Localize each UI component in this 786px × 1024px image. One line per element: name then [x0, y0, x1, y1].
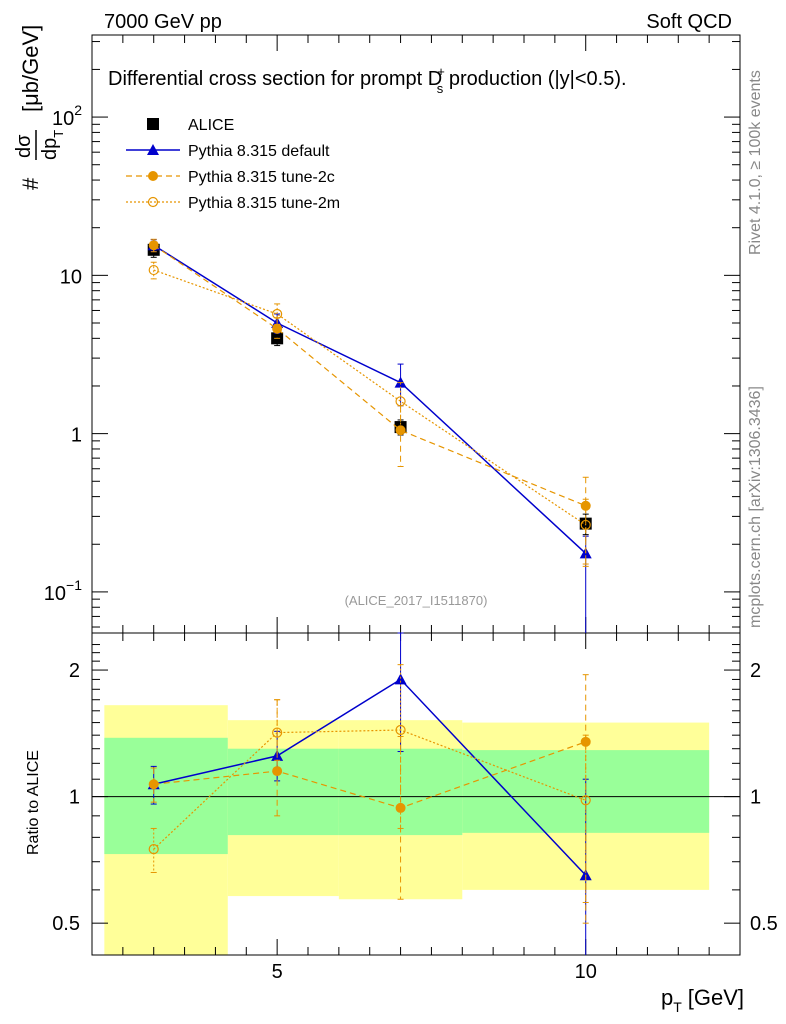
legend-marker-0	[147, 118, 159, 130]
main-y-axis-label: # dσ dpT [μb/GeV]	[13, 25, 66, 190]
legend: ALICE Pythia 8.315 default Pythia 8.315 tu…	[126, 117, 340, 212]
legend-label-2: Pythia 8.315 tune-2c	[188, 169, 335, 186]
legend-label-3: Pythia 8.315 tune-2m	[188, 195, 340, 212]
rivet-label: Rivet 4.1.0, ≥ 100k events	[747, 70, 764, 255]
analysis-id: (ALICE_2017_I1511870)	[345, 593, 488, 608]
xtick-label-0: 5	[272, 961, 283, 983]
band-green-0	[104, 737, 228, 855]
ratio-series-group	[147, 632, 592, 955]
legend-label-1: Pythia 8.315 default	[188, 143, 330, 160]
ratio-y-axis-label: Ratio to ALICE	[25, 750, 42, 855]
ratio-plot-frame	[91, 632, 741, 956]
ratio-line-1	[153, 741, 586, 809]
ratio-series-2	[148, 664, 591, 903]
ratio-point-0-2	[394, 673, 407, 685]
ratio-point-2-3	[580, 795, 591, 806]
main-point-2-1	[272, 323, 283, 334]
ratio-ytick-label-right-0: 0.5	[750, 913, 778, 935]
legend-label-0: ALICE	[188, 117, 234, 134]
ratio-point-1-2	[395, 802, 406, 813]
chart-title-sup: +	[437, 64, 445, 79]
band-green-1	[227, 748, 339, 836]
chart-title-sub: s	[437, 81, 444, 96]
process-label: Soft QCD	[646, 11, 732, 33]
chart-title: Differential cross section for prompt D+…	[108, 64, 627, 96]
main-ytick-label-1: 1	[71, 425, 82, 447]
main-point-3-0	[148, 264, 159, 276]
mcplots-label: mcplots.cern.ch [arXiv:1306.3436]	[747, 386, 764, 628]
ratio-point-1-0	[148, 779, 159, 790]
ratio-point-1-3	[580, 736, 591, 747]
ratio-point-2-2	[395, 724, 406, 736]
ylabel-denominator: dpT	[39, 130, 66, 160]
ylabel-units: [μb/GeV]	[18, 25, 43, 112]
main-series-2	[148, 238, 591, 565]
main-line-3	[153, 269, 587, 526]
main-series-3	[148, 261, 591, 567]
main-ytick-label-2: 10	[60, 266, 82, 288]
main-point-3-1	[272, 308, 283, 320]
ratio-line-0	[153, 678, 587, 876]
legend-marker-3	[147, 196, 159, 208]
ylabel-numerator: dσ	[13, 134, 35, 158]
axis-ticks: 10−1 1 10 102 0.5 0.5 1 1 2 2 5 10	[44, 35, 778, 983]
ratio-ytick-label-left-0: 0.5	[52, 913, 80, 935]
main-point-2-3	[580, 500, 591, 511]
main-point-3-2	[395, 396, 406, 407]
legend-marker-2	[148, 171, 158, 181]
ratio-point-1-1	[272, 766, 283, 777]
chart-title-tail: production (|y|<0.5).	[443, 68, 626, 90]
ratio-ytick-label-right-2: 2	[750, 660, 761, 682]
ylabel-hash: #	[18, 177, 43, 190]
main-ytick-label-3: 102	[52, 102, 82, 130]
ratio-uncertainty-bands	[104, 705, 710, 955]
main-point-2-2	[395, 425, 406, 436]
legend-marker-1	[147, 144, 159, 155]
main-series-group	[147, 238, 592, 633]
ratio-ytick-label-left-1: 1	[69, 787, 80, 809]
ratio-point-2-1	[272, 727, 283, 738]
main-point-2-0	[148, 240, 159, 251]
ratio-point-2-0	[148, 844, 159, 855]
ratio-ytick-label-right-1: 1	[750, 787, 761, 809]
ratio-series-1	[148, 674, 591, 924]
main-line-1	[153, 244, 587, 554]
ratio-ytick-label-left-2: 2	[69, 660, 80, 682]
main-line-2	[153, 244, 586, 507]
ratio-line-2	[153, 729, 586, 850]
x-axis-label: pT [GeV]	[661, 985, 744, 1015]
xtick-label-1: 10	[575, 961, 597, 983]
main-point-3-3	[580, 519, 591, 531]
main-ytick-label-0: 10−1	[44, 577, 82, 605]
energy-label: 7000 GeV pp	[104, 11, 222, 33]
chart-title-main: Differential cross section for prompt D	[108, 68, 442, 90]
main-series-1	[147, 239, 592, 633]
